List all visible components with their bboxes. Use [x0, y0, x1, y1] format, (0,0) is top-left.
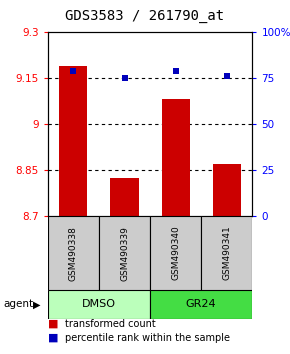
Bar: [162, 99, 190, 216]
Point: [224, 73, 229, 79]
Text: percentile rank within the sample: percentile rank within the sample: [65, 333, 230, 343]
Bar: [150, 290, 252, 319]
Bar: [150, 216, 201, 290]
Bar: [201, 216, 252, 290]
Bar: [110, 178, 139, 216]
Point: [122, 75, 127, 81]
Text: transformed count: transformed count: [65, 319, 156, 329]
Text: GR24: GR24: [186, 299, 217, 309]
Point: [173, 68, 178, 73]
Text: agent: agent: [3, 299, 33, 309]
Text: GSM490339: GSM490339: [120, 225, 129, 281]
Text: GSM490338: GSM490338: [69, 225, 78, 281]
Text: DMSO: DMSO: [82, 299, 116, 309]
Bar: [213, 164, 241, 216]
Text: ▶: ▶: [32, 299, 40, 309]
Text: GSM490340: GSM490340: [171, 226, 180, 280]
Bar: [48, 216, 99, 290]
Text: ■: ■: [48, 319, 58, 329]
Bar: [48, 290, 150, 319]
Point: [71, 68, 76, 73]
Text: GSM490341: GSM490341: [222, 226, 231, 280]
Text: GDS3583 / 261790_at: GDS3583 / 261790_at: [66, 9, 224, 23]
Bar: [59, 65, 88, 216]
Text: ■: ■: [48, 333, 58, 343]
Bar: [99, 216, 150, 290]
